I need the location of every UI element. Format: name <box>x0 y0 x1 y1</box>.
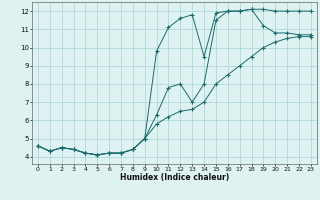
X-axis label: Humidex (Indice chaleur): Humidex (Indice chaleur) <box>120 173 229 182</box>
